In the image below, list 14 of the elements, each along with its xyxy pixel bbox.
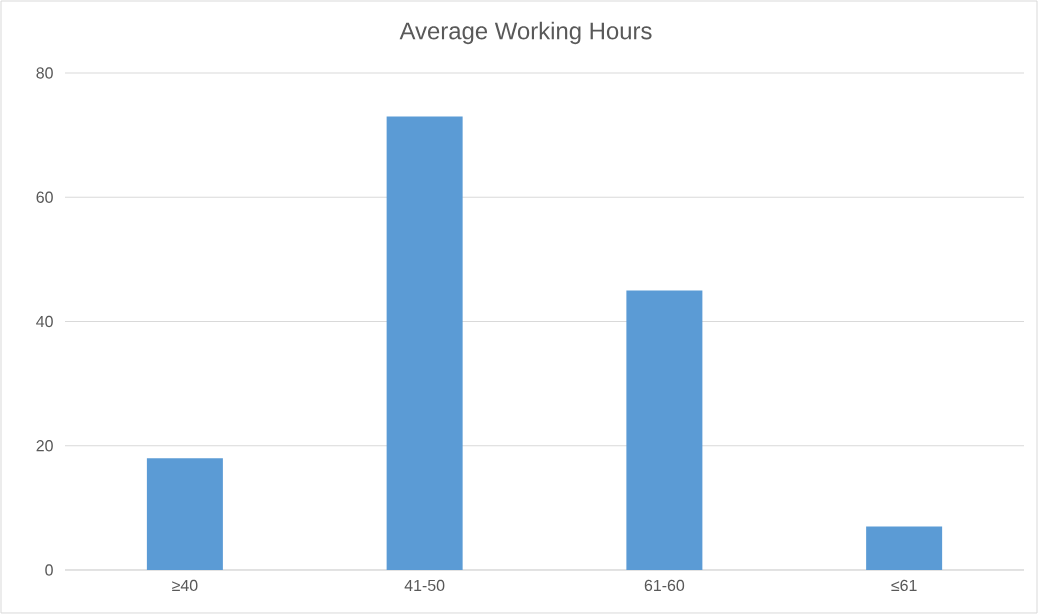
x-tick-label: ≥40 [172, 579, 198, 592]
x-tick-label: 61-60 [644, 579, 685, 592]
x-tick-label: 41-50 [404, 579, 445, 592]
y-tick-label: 80 [36, 67, 53, 79]
bar [626, 290, 703, 570]
y-tick-label: 0 [45, 564, 53, 576]
y-tick-label: 40 [36, 315, 53, 328]
bar [386, 116, 463, 570]
y-tick-label: 60 [36, 191, 53, 203]
chart-title: Average Working Hours [399, 21, 652, 45]
bar [146, 458, 223, 570]
bar [866, 526, 943, 570]
y-tick-label: 20 [36, 440, 53, 452]
x-tick-label: ≤61 [891, 579, 917, 592]
